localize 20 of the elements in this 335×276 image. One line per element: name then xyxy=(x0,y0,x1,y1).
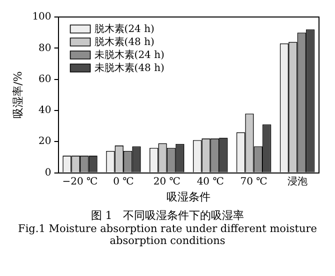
x-tick-label: 20 ℃ xyxy=(153,176,180,188)
y-tick-label: 20 xyxy=(38,136,52,148)
legend-label: 未脱木素(24 h) xyxy=(94,49,165,62)
x-axis-title: 吸湿条件 xyxy=(166,190,211,204)
y-tick-label: 60 xyxy=(38,74,52,85)
x-tick-label: 浸泡 xyxy=(287,175,308,188)
y-tick-label: 40 xyxy=(38,105,52,116)
x-tick-label: 0 ℃ xyxy=(113,176,134,188)
legend-label: 脱木素(48 h) xyxy=(94,36,155,48)
x-tick-label: −20 ℃ xyxy=(62,176,98,188)
text: 图 1 不同吸湿条件下的吸湿率 xyxy=(90,208,246,223)
y-axis-title: 吸湿率/% xyxy=(11,71,24,118)
y-tick-label: 0 xyxy=(44,167,52,178)
x-tick-label: 70 ℃ xyxy=(240,176,268,188)
y-tick-label: 100 xyxy=(32,12,52,23)
text: Fig.1 Moisture absorption rate under different moisture absorption conditions xyxy=(17,223,318,247)
x-tick-label: 40 ℃ xyxy=(196,176,224,188)
legend-label: 脱木素(24 h) xyxy=(94,23,155,36)
legend-label: 未脱木素(48 h) xyxy=(94,62,165,74)
y-tick-label: 80 xyxy=(38,42,52,54)
